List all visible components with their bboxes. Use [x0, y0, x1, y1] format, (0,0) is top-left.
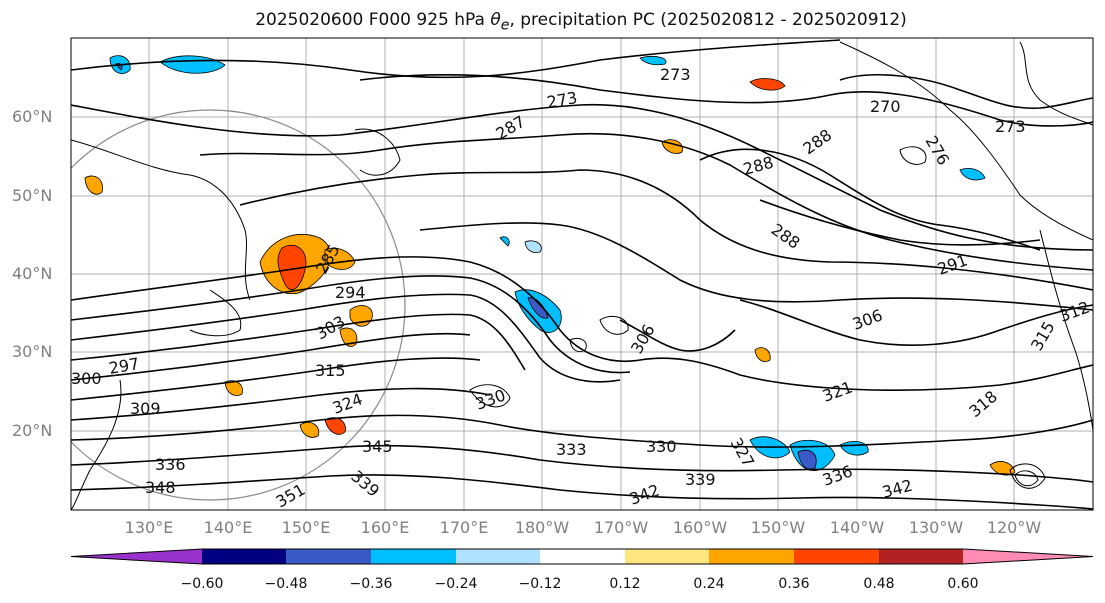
- colorbar-tick-label: 0.48: [863, 576, 895, 592]
- lon-label-130w: 130°W: [908, 518, 964, 537]
- colorbar-tick-label: −0.36: [349, 576, 393, 592]
- lat-label-50n: 50°N: [12, 186, 53, 205]
- contour-label: 330: [646, 437, 677, 456]
- contour-labels: 273 273 287 270 288 288 288 273 291 276 …: [71, 65, 1092, 510]
- colorbar-segment: [202, 549, 286, 564]
- precip-shading: [84, 55, 1016, 476]
- lon-label-170e: 170°E: [439, 518, 489, 537]
- map-title: 2025020600 F000 925 hPa θe, precipitatio…: [0, 10, 1105, 33]
- colorbar-tick-label: 0.12: [609, 576, 641, 592]
- colorbar-tick-label: −0.60: [180, 576, 224, 592]
- colorbar-tick-label: −0.24: [434, 576, 478, 592]
- lon-label-140e: 140°E: [203, 518, 253, 537]
- lon-label-130e: 130°E: [124, 518, 174, 537]
- map-content: 273 273 287 270 288 288 288 273 291 276 …: [71, 38, 1093, 510]
- contour-label: 294: [335, 283, 366, 302]
- contour-label: 336: [155, 455, 186, 474]
- colorbar-segment: [879, 549, 963, 564]
- lon-label-150w: 150°W: [750, 518, 806, 537]
- colorbar-segment: [709, 549, 794, 564]
- colorbar-tick-label: 0.60: [947, 576, 979, 592]
- contour-label: 348: [145, 478, 176, 497]
- title-theta: θ: [490, 10, 501, 30]
- lon-label-160w: 160°W: [672, 518, 728, 537]
- colorbar-tick-label: −0.48: [264, 576, 308, 592]
- contour-label: 309: [130, 399, 161, 418]
- contour-label: 345: [362, 437, 393, 456]
- title-suffix: , precipitation PC (2025020812 - 2025020…: [509, 10, 907, 30]
- lat-label-40n: 40°N: [12, 264, 53, 283]
- coastlines: [71, 41, 1093, 510]
- lon-label-170w: 170°W: [593, 518, 649, 537]
- small-contours: [469, 146, 1046, 489]
- lat-label-60n: 60°N: [12, 107, 53, 126]
- contour-label: 273: [995, 117, 1026, 136]
- colorbar-segment: [794, 549, 879, 564]
- lon-label-150e: 150°E: [281, 518, 331, 537]
- theta-e-contours: [71, 39, 1093, 510]
- graticule: [71, 38, 1093, 510]
- colorbar-tick-label: 0.24: [693, 576, 725, 592]
- lon-label-120w: 120°W: [986, 518, 1042, 537]
- colorbar-segment: [963, 549, 1093, 564]
- contour-label: 300: [71, 369, 102, 388]
- contour-label: 333: [556, 440, 587, 459]
- colorbar-segment: [71, 549, 202, 564]
- lat-label-30n: 30°N: [12, 342, 53, 361]
- contour-label: 270: [870, 97, 901, 116]
- map-frame: [70, 37, 1094, 511]
- lon-label-140w: 140°W: [829, 518, 885, 537]
- colorbar-segment: [456, 549, 540, 564]
- colorbar-segment: [625, 549, 709, 564]
- title-theta-subscript: e: [500, 17, 510, 34]
- lon-label-180w: 180°W: [514, 518, 570, 537]
- colorbar-segments: [71, 549, 1093, 564]
- colorbar-tick-label: −0.12: [518, 576, 562, 592]
- lat-label-20n: 20°N: [12, 421, 53, 440]
- gray-circle-outline: [71, 109, 406, 501]
- colorbar-segment: [540, 549, 625, 564]
- colorbar-tick-label: 0.36: [778, 576, 810, 592]
- lon-label-160e: 160°E: [360, 518, 410, 537]
- colorbar-segment: [286, 549, 371, 564]
- colorbar-segment: [371, 549, 456, 564]
- contour-label: 315: [315, 361, 346, 380]
- contour-label: 273: [660, 65, 691, 84]
- title-prefix: 2025020600 F000 925 hPa: [255, 10, 491, 30]
- colorbar-outline: [70, 548, 1094, 565]
- contour-label: 339: [685, 470, 716, 489]
